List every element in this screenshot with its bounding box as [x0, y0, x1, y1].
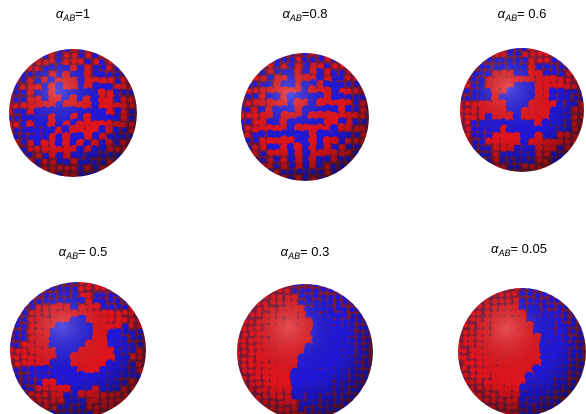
- particle: [241, 312, 248, 318]
- particle: [93, 282, 99, 285]
- sphere-shading: [241, 53, 369, 181]
- panel-label: αAB=1: [56, 6, 90, 23]
- particle: [460, 126, 464, 133]
- value-text: = 0.6: [517, 6, 546, 21]
- alpha-symbol: α: [56, 6, 64, 21]
- alpha-symbol: α: [491, 241, 499, 256]
- subscript: AB: [289, 13, 302, 23]
- particle: [460, 89, 463, 95]
- particle: [14, 146, 20, 153]
- particle-sphere: [241, 53, 369, 181]
- alpha-symbol: α: [498, 6, 506, 21]
- particle-sphere: [460, 48, 584, 172]
- alpha-symbol: α: [282, 6, 290, 21]
- particle: [320, 284, 327, 287]
- panel-label: αAB= 0.5: [59, 244, 108, 261]
- subscript: AB: [504, 13, 517, 23]
- sphere-shading: [237, 284, 373, 414]
- particle: [9, 90, 13, 97]
- value-text: = 0.5: [78, 244, 107, 259]
- particle: [241, 132, 244, 138]
- particle: [42, 171, 49, 177]
- panel-label: αAB=0.8: [282, 6, 327, 23]
- alpha-symbol: α: [281, 244, 289, 259]
- value-text: =1: [75, 6, 90, 21]
- particle: [9, 95, 11, 102]
- particle-sphere: [9, 49, 137, 177]
- panel-label: αAB= 0.3: [281, 244, 330, 261]
- subscript: AB: [287, 251, 300, 261]
- sphere-shading: [458, 288, 586, 414]
- particle: [486, 50, 493, 57]
- sphere-shading: [9, 49, 137, 177]
- value-text: =0.8: [302, 6, 328, 21]
- particle-sphere: [10, 282, 146, 414]
- particle-sphere: [237, 284, 373, 414]
- value-text: = 0.3: [300, 244, 329, 259]
- particle: [10, 367, 14, 373]
- particle: [577, 316, 583, 322]
- particle: [484, 292, 490, 298]
- particle: [458, 329, 462, 335]
- panel-label: αAB= 0.6: [498, 6, 547, 23]
- sphere-shading: [10, 282, 146, 414]
- subscript: AB: [497, 248, 510, 258]
- subscript: AB: [65, 251, 78, 261]
- value-text: = 0.05: [510, 241, 547, 256]
- subscript: AB: [62, 13, 75, 23]
- panel-label: αAB= 0.05: [491, 241, 547, 258]
- particle: [463, 385, 469, 392]
- particle: [237, 368, 240, 375]
- particle-sphere: [458, 288, 586, 414]
- alpha-symbol: α: [59, 244, 67, 259]
- sphere-shading: [460, 48, 584, 172]
